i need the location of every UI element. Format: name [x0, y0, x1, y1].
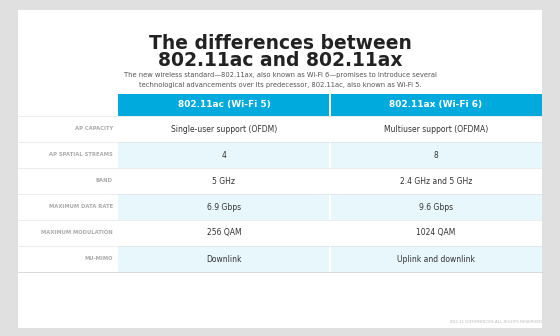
- Bar: [118, 220, 329, 246]
- Text: MAXIMUM DATA RATE: MAXIMUM DATA RATE: [49, 205, 113, 210]
- Text: AP CAPACITY: AP CAPACITY: [74, 126, 113, 131]
- Bar: [331, 116, 542, 142]
- Bar: [331, 246, 542, 272]
- Text: 6.9 Gbps: 6.9 Gbps: [207, 203, 241, 211]
- Text: 802.11 DIFFERENCES ALL RIGHTS RESERVED: 802.11 DIFFERENCES ALL RIGHTS RESERVED: [450, 320, 542, 324]
- Bar: [331, 220, 542, 246]
- Text: BAND: BAND: [96, 178, 113, 183]
- Bar: [331, 168, 542, 194]
- Text: 1024 QAM: 1024 QAM: [416, 228, 456, 238]
- Text: 802.11ac and 802.11ax: 802.11ac and 802.11ax: [158, 51, 402, 70]
- Text: MAXIMUM MODULATION: MAXIMUM MODULATION: [41, 230, 113, 236]
- Text: Single-user support (OFDM): Single-user support (OFDM): [171, 125, 277, 133]
- Text: 8: 8: [433, 151, 438, 160]
- Text: The new wireless standard—802.11ax, also known as Wi-Fi 6—promises to introduce : The new wireless standard—802.11ax, also…: [124, 72, 436, 87]
- Text: 2.4 GHz and 5 GHz: 2.4 GHz and 5 GHz: [400, 176, 472, 185]
- Bar: [118, 194, 329, 220]
- Text: 802.11ac (Wi-Fi 5): 802.11ac (Wi-Fi 5): [178, 100, 270, 110]
- Text: 256 QAM: 256 QAM: [207, 228, 241, 238]
- Text: The differences between: The differences between: [148, 34, 412, 53]
- Text: 4: 4: [222, 151, 226, 160]
- Text: AP SPATIAL STREAMS: AP SPATIAL STREAMS: [49, 153, 113, 158]
- Text: 802.11ax (Wi-Fi 6): 802.11ax (Wi-Fi 6): [389, 100, 483, 110]
- Text: MU-MIMO: MU-MIMO: [85, 256, 113, 261]
- Text: Uplink and downlink: Uplink and downlink: [397, 254, 475, 263]
- Bar: [118, 168, 329, 194]
- Bar: [331, 142, 542, 168]
- Text: Downlink: Downlink: [206, 254, 242, 263]
- Bar: [118, 142, 329, 168]
- Bar: [331, 194, 542, 220]
- Text: 5 GHz: 5 GHz: [212, 176, 236, 185]
- Bar: [118, 116, 329, 142]
- Bar: [118, 246, 329, 272]
- Text: 9.6 Gbps: 9.6 Gbps: [419, 203, 453, 211]
- Bar: [118, 94, 329, 116]
- Text: Multiuser support (OFDMA): Multiuser support (OFDMA): [384, 125, 488, 133]
- Bar: [331, 94, 542, 116]
